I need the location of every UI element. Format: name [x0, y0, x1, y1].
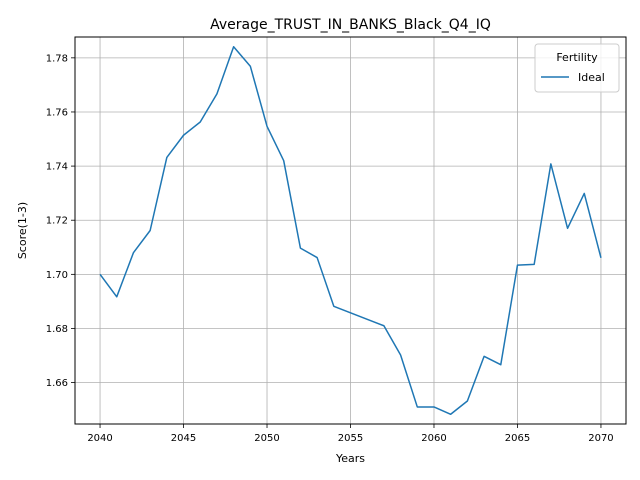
y-tick-label: 1.66	[46, 378, 68, 389]
x-tick-label: 2040	[87, 433, 112, 444]
legend: Fertility Ideal	[535, 44, 619, 92]
y-tick-label: 1.72	[46, 216, 68, 227]
x-tick-label: 2065	[505, 433, 530, 444]
x-tick-label: 2050	[254, 433, 279, 444]
y-tick-label: 1.78	[46, 53, 68, 64]
y-tick-label: 1.74	[46, 162, 68, 173]
y-tick-label: 1.70	[46, 270, 68, 281]
x-tick-label: 2060	[421, 433, 446, 444]
y-axis-label: Score(1-3)	[16, 202, 29, 259]
x-tick-label: 2070	[588, 433, 613, 444]
x-tick-label: 2055	[338, 433, 363, 444]
x-axis-label: Years	[335, 452, 365, 465]
y-tick-label: 1.76	[46, 107, 68, 118]
legend-label-ideal: Ideal	[578, 71, 605, 84]
x-tick-label: 2045	[171, 433, 196, 444]
y-tick-label: 1.68	[46, 324, 68, 335]
chart-title: Average_TRUST_IN_BANKS_Black_Q4_IQ	[210, 17, 491, 33]
legend-title: Fertility	[556, 51, 598, 64]
